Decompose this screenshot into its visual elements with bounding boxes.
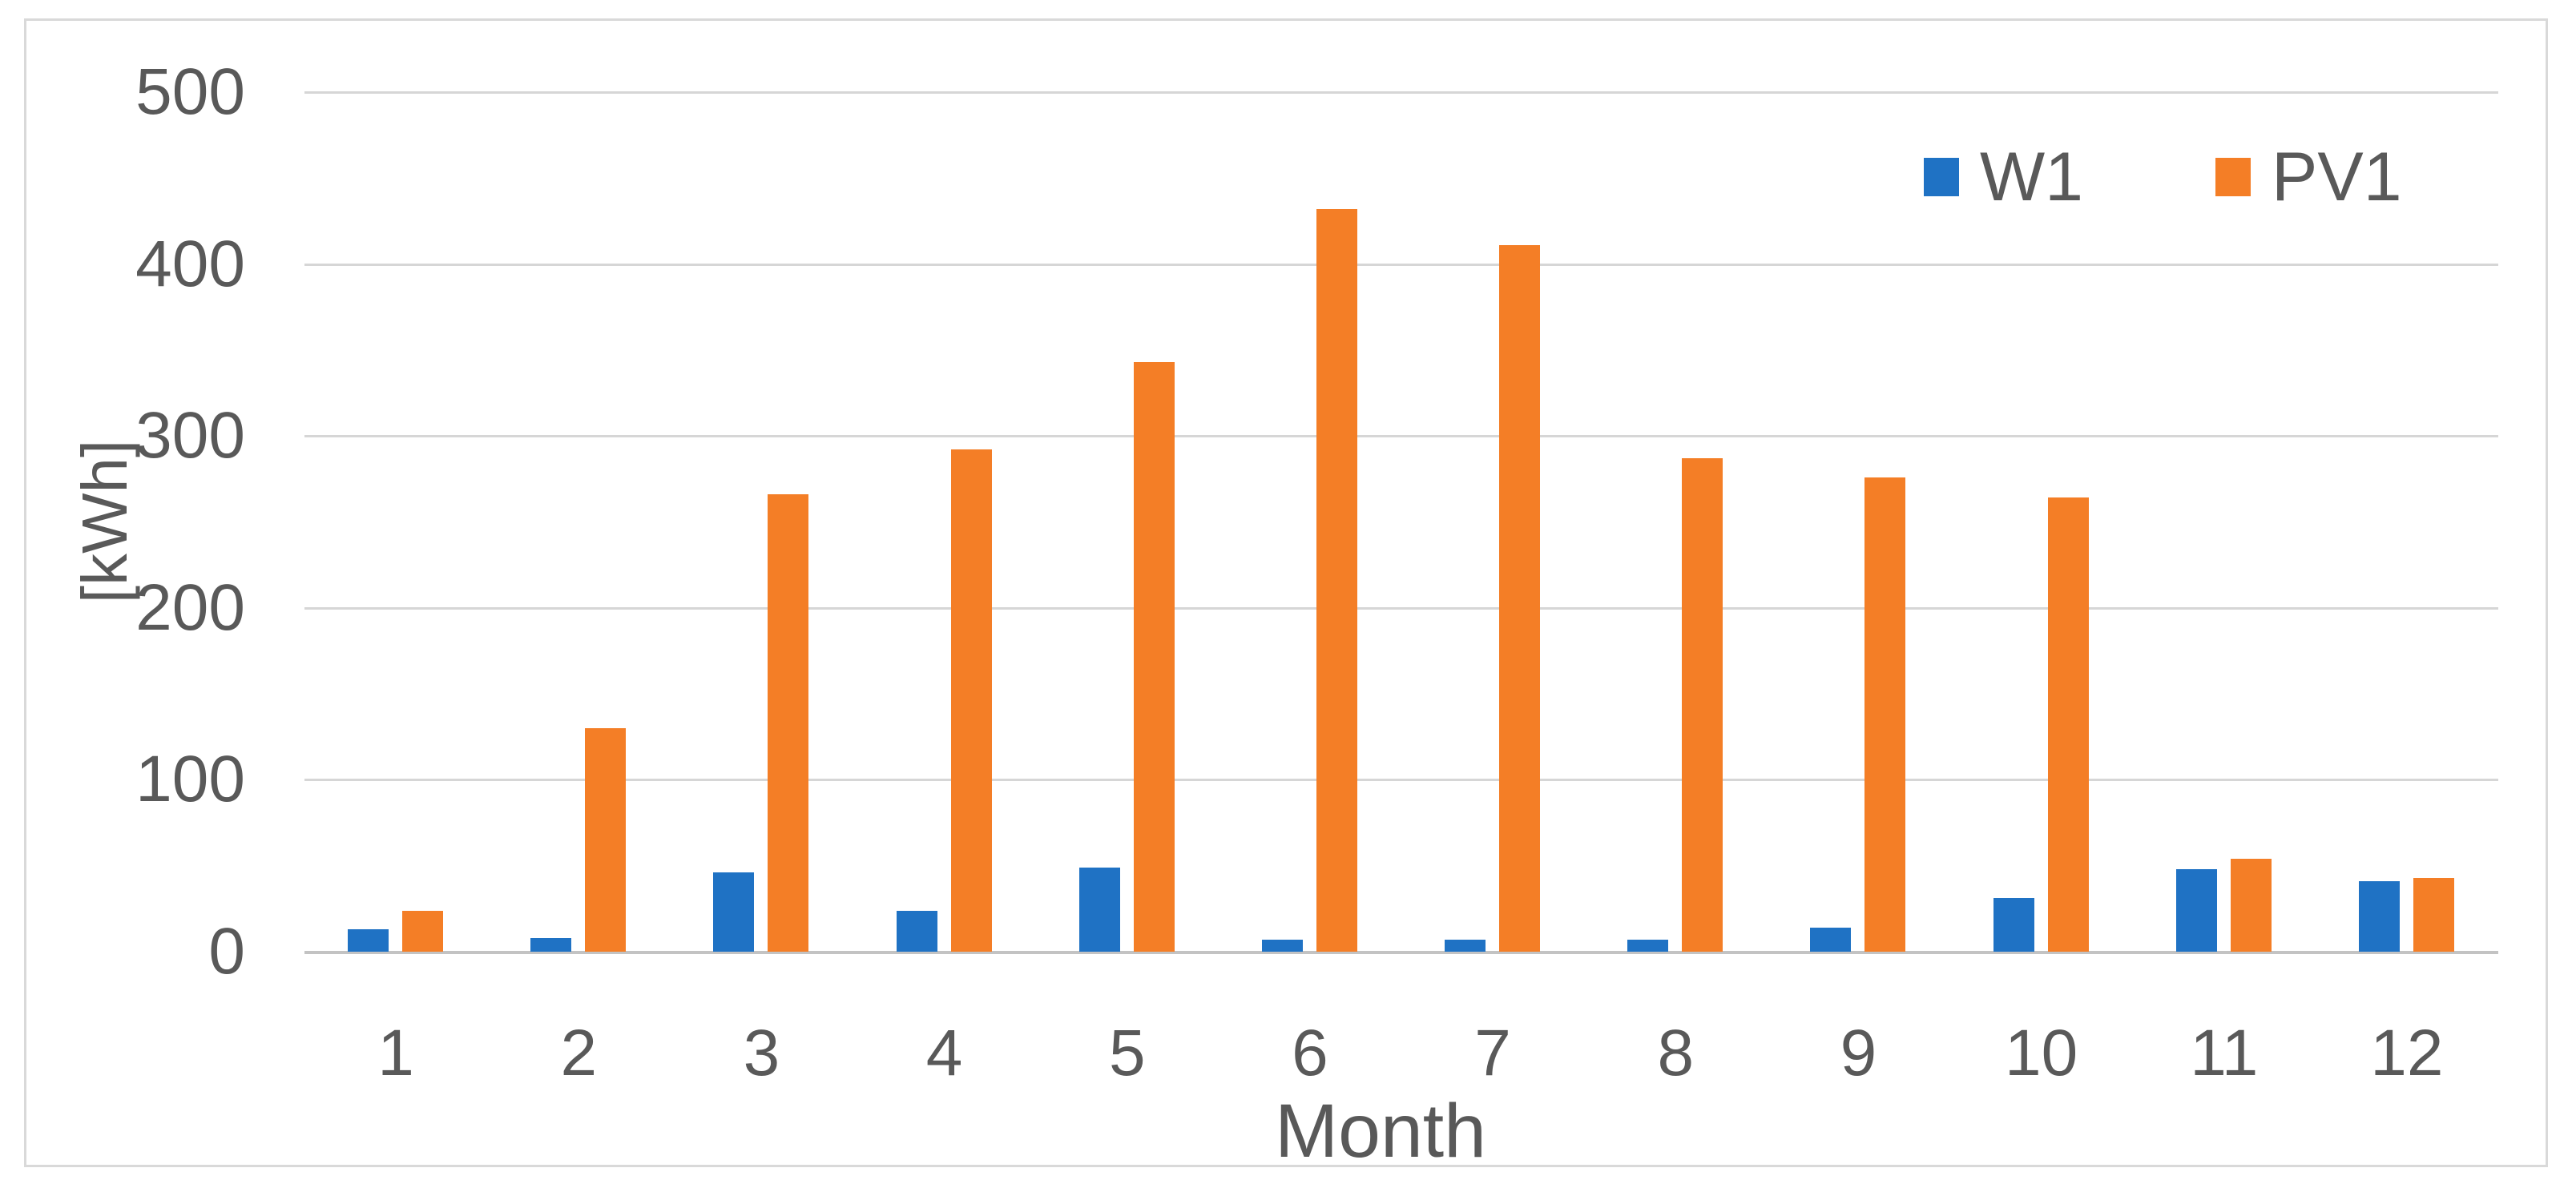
bar-group-month-8 — [1584, 92, 1767, 952]
bar-w1-month-3 — [713, 872, 755, 952]
bar-pv1-month-10 — [2047, 497, 2089, 952]
gridline-500 — [304, 91, 2498, 94]
legend-label-w1: W1 — [1980, 139, 2083, 215]
y-tick-300: 300 — [135, 399, 245, 473]
x-tick-8: 8 — [1657, 1017, 1695, 1089]
bar-group-month-7 — [1401, 92, 1584, 952]
chart-frame: 0 100 200 300 400 500 1 2 3 4 5 6 7 8 9 10 11 12 [kWh] M… — [24, 18, 2548, 1174]
bar-pv1-month-3 — [768, 494, 809, 952]
y-tick-100: 100 — [135, 743, 245, 816]
bar-w1-month-11 — [2175, 869, 2217, 952]
x-tick-5: 5 — [1108, 1017, 1146, 1089]
y-tick-0: 0 — [208, 915, 245, 988]
bar-pv1-month-5 — [1133, 361, 1175, 952]
bar-w1-month-10 — [1993, 898, 2034, 952]
bar-pv1-month-6 — [1316, 208, 1357, 952]
bar-pv1-month-12 — [2413, 877, 2454, 952]
bar-w1-month-12 — [2358, 881, 2400, 952]
x-tick-2: 2 — [560, 1017, 598, 1089]
x-tick-12: 12 — [2370, 1017, 2444, 1089]
bar-pv1-month-8 — [1682, 458, 1723, 952]
legend-item-w1: W1 — [1924, 139, 2083, 215]
bar-w1-month-6 — [1261, 939, 1303, 952]
bar-w1-month-2 — [530, 937, 572, 952]
bar-group-month-1 — [304, 92, 487, 952]
bar-group-month-3 — [670, 92, 853, 952]
x-tick-1: 1 — [377, 1017, 414, 1089]
x-tick-10: 10 — [2004, 1017, 2078, 1089]
x-tick-6: 6 — [1292, 1017, 1328, 1089]
bar-group-month-10 — [1950, 92, 2133, 952]
bar-group-month-11 — [2133, 92, 2316, 952]
bar-w1-month-8 — [1627, 939, 1669, 952]
bar-w1-month-5 — [1078, 867, 1120, 952]
bar-w1-month-1 — [348, 929, 389, 952]
x-tick-11: 11 — [2190, 1017, 2259, 1089]
bar-w1-month-9 — [1810, 927, 1852, 952]
bar-pv1-month-4 — [950, 449, 992, 952]
bar-w1-month-7 — [1445, 939, 1486, 952]
plot-area — [304, 91, 2498, 954]
bar-pv1-month-11 — [2230, 859, 2272, 952]
gridline-0 — [304, 951, 2498, 954]
bar-group-month-5 — [1036, 92, 1219, 952]
bar-group-month-2 — [487, 92, 670, 952]
x-tick-3: 3 — [743, 1017, 780, 1089]
bar-group-month-9 — [1767, 92, 1949, 952]
x-tick-7: 7 — [1474, 1017, 1511, 1089]
legend-swatch-pv1 — [2215, 158, 2251, 196]
x-axis-title: Month — [1274, 1089, 1487, 1174]
gridline-400 — [304, 263, 2498, 266]
bar-group-month-4 — [853, 92, 1036, 952]
bar-pv1-month-9 — [1864, 477, 1906, 952]
bar-w1-month-4 — [896, 910, 937, 952]
y-tick-500: 500 — [135, 55, 245, 128]
bar-pv1-month-7 — [1499, 245, 1541, 952]
bar-pv1-month-2 — [585, 728, 627, 952]
y-tick-200: 200 — [135, 570, 245, 644]
gridline-300 — [304, 435, 2498, 438]
gridline-100 — [304, 779, 2498, 782]
y-tick-400: 400 — [135, 227, 245, 300]
legend-item-pv1: PV1 — [2215, 139, 2402, 215]
bar-pv1-month-1 — [402, 910, 444, 952]
legend-label-pv1: PV1 — [2272, 139, 2402, 215]
bar-group-month-6 — [1219, 92, 1401, 952]
x-tick-9: 9 — [1840, 1017, 1877, 1089]
x-tick-4: 4 — [925, 1017, 963, 1089]
bar-group-month-12 — [2316, 92, 2498, 952]
gridline-200 — [304, 606, 2498, 610]
y-axis-title: [kWh] — [69, 439, 140, 604]
legend-swatch-w1 — [1924, 158, 1959, 196]
